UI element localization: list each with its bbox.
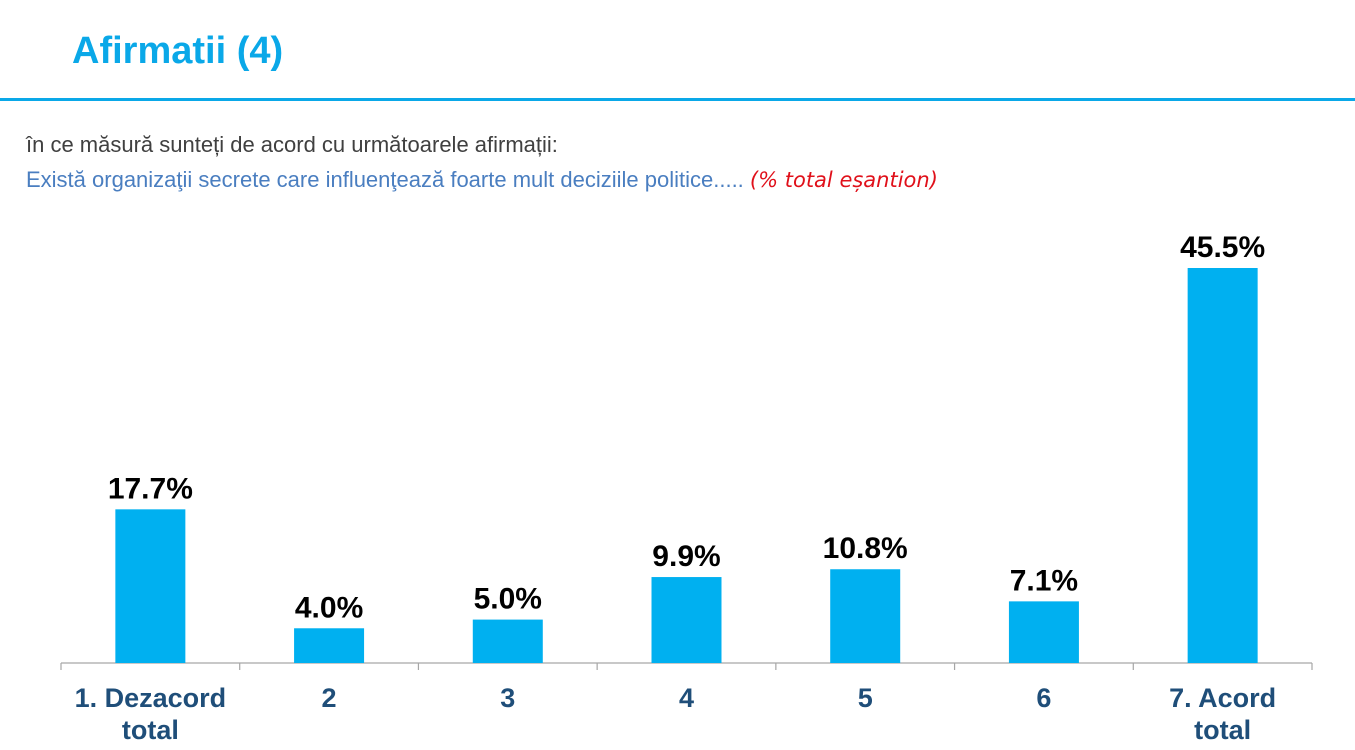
data-label: 45.5% [1180, 231, 1265, 264]
bar [1187, 268, 1258, 663]
bar [830, 569, 901, 663]
category-label: 5 [858, 683, 873, 713]
data-label: 10.8% [823, 532, 908, 565]
data-label: 17.7% [108, 472, 193, 505]
title-underline [0, 98, 1355, 101]
category-label: 1. Dezacord [75, 683, 227, 713]
survey-question: în ce măsură sunteți de acord cu următoa… [26, 132, 558, 157]
sample-note: (% total eșantion) [749, 168, 938, 192]
data-label: 9.9% [652, 540, 720, 573]
category-label: 6 [1036, 683, 1051, 713]
bar [651, 577, 722, 663]
category-label: total [1194, 715, 1251, 745]
bar [294, 628, 365, 663]
bar [472, 619, 543, 663]
category-label: 7. Acord [1169, 683, 1276, 713]
data-label: 4.0% [295, 591, 363, 624]
data-label: 7.1% [1010, 564, 1078, 597]
category-label: 4 [679, 683, 694, 713]
page-title: Afirmatii (4) [72, 30, 284, 72]
category-label: total [122, 715, 179, 745]
survey-statement: Există organizaţii secrete care influenţ… [26, 167, 938, 193]
bar [115, 509, 186, 663]
category-label: 2 [322, 683, 337, 713]
statement-text: Există organizaţii secrete care influenţ… [26, 167, 744, 192]
bar [1008, 601, 1079, 663]
data-label: 5.0% [474, 583, 542, 616]
category-label: 3 [500, 683, 515, 713]
